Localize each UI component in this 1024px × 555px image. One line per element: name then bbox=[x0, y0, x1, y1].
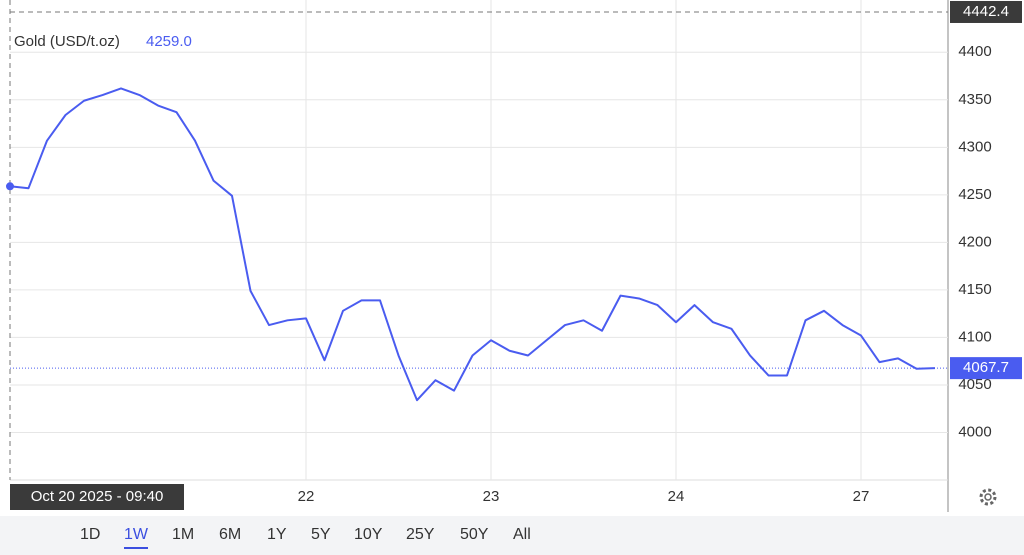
range-button[interactable]: 6M bbox=[219, 526, 242, 543]
plot-area bbox=[10, 0, 948, 480]
chart-title: Gold (USD/t.oz) bbox=[14, 33, 120, 50]
x-tick-label: 23 bbox=[483, 488, 500, 505]
y-tick-label: 4300 bbox=[958, 138, 991, 155]
x-tick-label: 24 bbox=[668, 488, 685, 505]
chart: 4000 4050 4100 4150 4200 4250 4300 4350 4400 22 23… bbox=[6, 0, 1022, 512]
price-line bbox=[9, 87, 936, 402]
y-tick-label: 4250 bbox=[958, 186, 991, 203]
y-tick-label: 4000 bbox=[958, 423, 991, 440]
y-tick-label: 4150 bbox=[958, 281, 991, 298]
crosshair-date-box bbox=[10, 484, 184, 510]
range-bar: 1D 1W 1M 6M 1Y 5Y 10Y 25Y 50Y All bbox=[0, 516, 1024, 555]
y-tick-label: 4050 bbox=[958, 376, 991, 393]
range-button[interactable]: 10Y bbox=[354, 526, 383, 543]
range-button[interactable]: 5Y bbox=[311, 526, 331, 543]
start-marker bbox=[6, 182, 14, 191]
range-button[interactable]: 25Y bbox=[406, 526, 435, 543]
y-tick-label: 4200 bbox=[958, 233, 991, 250]
range-button[interactable]: 1M bbox=[172, 526, 195, 543]
y-tick-label: 4350 bbox=[958, 91, 991, 108]
x-tick-label: 27 bbox=[853, 488, 870, 505]
last-box bbox=[950, 357, 1022, 380]
range-button[interactable]: All bbox=[513, 526, 531, 543]
high-label: 4442.4 bbox=[963, 3, 1009, 20]
hover-value: 4259.0 bbox=[146, 33, 192, 50]
y-tick-label: 4100 bbox=[958, 328, 991, 345]
high-box bbox=[950, 0, 1022, 23]
crosshair-date: Oct 20 2025 - 09:40 bbox=[31, 488, 164, 505]
range-button[interactable]: 1Y bbox=[267, 526, 287, 543]
last-label: 4067.7 bbox=[963, 359, 1009, 376]
range-button[interactable]: 50Y bbox=[460, 526, 489, 543]
x-tick-label: 22 bbox=[298, 488, 315, 505]
range-button[interactable]: 1D bbox=[80, 526, 101, 543]
range-button[interactable]: 1W bbox=[124, 526, 148, 549]
settings-icon[interactable] bbox=[979, 488, 997, 506]
y-tick-label: 4400 bbox=[958, 43, 991, 60]
